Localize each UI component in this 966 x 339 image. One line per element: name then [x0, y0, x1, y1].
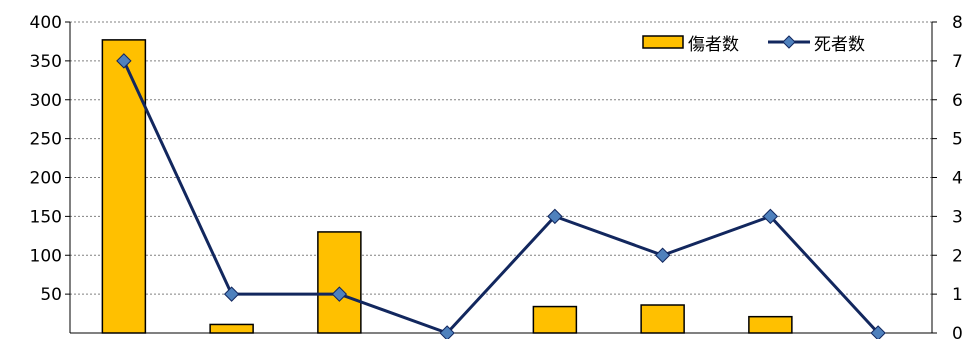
- line-series: [116, 53, 886, 339]
- bar: [640, 304, 685, 334]
- left-tick-label: 400: [30, 13, 62, 33]
- legend-label-line: 死者数: [814, 35, 865, 55]
- line-point: [870, 325, 886, 339]
- legend-label-bar: 傷者数: [688, 35, 739, 55]
- left-axis-ticks: 50 100 150 200 250 300 350 400: [30, 13, 62, 305]
- left-tick-label: 100: [30, 246, 62, 266]
- deaths-line: [122, 60, 880, 335]
- line-point: [116, 53, 132, 69]
- right-tick-label: 5: [952, 130, 963, 150]
- right-tick-label: 0: [952, 324, 963, 339]
- bar: [748, 315, 793, 334]
- right-tick-label: 8: [952, 13, 963, 33]
- right-axis-ticks: 0 1 2 3 4 5 6 7 8: [952, 13, 963, 339]
- bar: [101, 39, 147, 334]
- line-point: [654, 247, 671, 263]
- line-point: [223, 286, 240, 302]
- line-point: [331, 286, 348, 302]
- legend-swatch-bar: [642, 35, 684, 49]
- bar: [317, 231, 362, 334]
- line-point: [762, 208, 779, 225]
- line-point: [439, 325, 455, 339]
- right-tick-label: 7: [952, 52, 963, 72]
- axes: [65, 21, 937, 334]
- right-tick-label: 3: [952, 207, 963, 227]
- left-tick-label: 150: [30, 207, 62, 227]
- left-tick-label: 50: [40, 285, 62, 305]
- left-tick-label: 350: [30, 52, 62, 72]
- bar: [532, 305, 578, 334]
- left-tick-label: 200: [30, 169, 62, 189]
- legend: 傷者数 死者数: [642, 35, 865, 55]
- right-tick-label: 4: [952, 169, 963, 189]
- left-tick-label: 300: [30, 91, 62, 111]
- right-tick-label: 6: [952, 91, 963, 111]
- left-tick-label: 250: [30, 130, 62, 150]
- bar: [209, 323, 254, 334]
- bar-series: [101, 39, 793, 334]
- line-point: [547, 208, 563, 225]
- right-tick-label: 1: [952, 285, 963, 305]
- legend-marker-icon: [782, 35, 796, 49]
- right-tick-label: 2: [952, 246, 963, 266]
